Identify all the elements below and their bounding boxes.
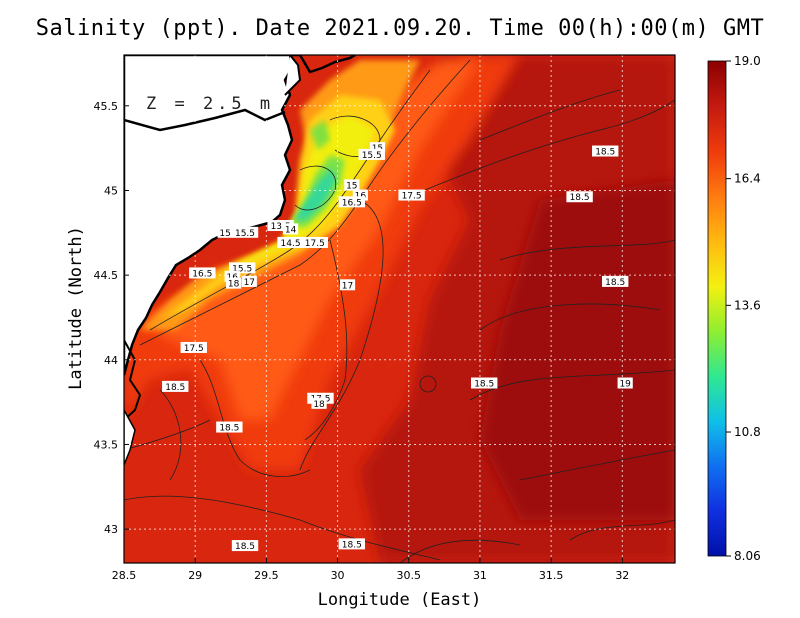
x-tick-label: 30.5 bbox=[397, 569, 422, 582]
contour-label: 18.5 bbox=[342, 540, 362, 550]
contour-label: 17.5 bbox=[402, 192, 422, 202]
map-title: Salinity (ppt). Date 2021.09.20. Time 00… bbox=[35, 16, 765, 41]
contour-label: 13.5 bbox=[271, 222, 291, 232]
x-tick-label: 31.5 bbox=[539, 569, 564, 582]
contour-label: 18.5 bbox=[595, 148, 615, 158]
contour-label: 19 bbox=[619, 380, 631, 390]
contour-label: 18.5 bbox=[570, 193, 590, 203]
contour-label: 17 bbox=[342, 281, 353, 291]
y-axis-label: Latitude (North) bbox=[66, 226, 86, 390]
contour-label-bg bbox=[231, 226, 259, 238]
contour-label-bg bbox=[617, 377, 633, 389]
contour-label: 17 bbox=[244, 278, 255, 288]
colorbar-label: 8.06 bbox=[734, 549, 761, 563]
contour-label-bg bbox=[189, 267, 216, 279]
contour-label: 18.5 bbox=[219, 424, 239, 434]
contour-label: 18.5 bbox=[235, 542, 255, 552]
y-tick-label: 43.5 bbox=[94, 438, 119, 451]
colorbar-label: 19.0 bbox=[734, 54, 761, 68]
x-tick-label: 29.5 bbox=[254, 569, 279, 582]
contour-label-bg bbox=[301, 236, 328, 248]
contour-label-bg bbox=[277, 236, 304, 248]
contour-label: 18.5 bbox=[474, 380, 494, 390]
contour-label: 18.5 bbox=[605, 278, 625, 288]
x-axis-label: Longitude (East) bbox=[317, 590, 482, 610]
contour-lines bbox=[124, 59, 675, 563]
contour-label-bg bbox=[216, 421, 243, 433]
contour-label: 15.5 bbox=[235, 229, 255, 239]
contour-label-bg bbox=[231, 540, 259, 552]
contour-label-bg bbox=[162, 380, 189, 392]
contour-label-bg bbox=[471, 377, 498, 389]
x-tick-label: 31 bbox=[473, 569, 487, 582]
contour-label-bg bbox=[358, 148, 385, 160]
contour-label-bg bbox=[226, 277, 242, 289]
x-axis: 28.5 29 29.5 30 30.5 31 31.5 32 bbox=[112, 558, 629, 582]
y-tick-label: 44.5 bbox=[94, 269, 119, 282]
colorbar-label: 16.4 bbox=[734, 172, 761, 186]
contour-label-bg bbox=[338, 196, 366, 208]
contour-label-bg bbox=[339, 279, 356, 291]
contour-label: 14 bbox=[285, 225, 297, 235]
contour-label-bg bbox=[566, 191, 593, 203]
contour-label: 15.5 bbox=[362, 151, 382, 161]
contour-label: 15 bbox=[346, 181, 357, 191]
colorbar-label: 13.6 bbox=[734, 298, 761, 312]
contour-label-bg bbox=[352, 189, 368, 201]
plot-frame bbox=[123, 54, 676, 564]
x-tick-label: 28.5 bbox=[112, 569, 137, 582]
x-tick-label: 30 bbox=[331, 569, 345, 582]
contour-label: 17.5 bbox=[184, 344, 204, 354]
contour-label: 18 bbox=[313, 400, 325, 410]
contour-label: 14.5 bbox=[281, 239, 301, 249]
depth-label: Z = 2.5 m bbox=[146, 94, 274, 114]
contour-label: 16.5 bbox=[342, 198, 362, 208]
colorbar bbox=[707, 60, 727, 557]
contour-label-bg bbox=[369, 142, 386, 154]
y-axis: 43 43.5 44 44.5 45 45.5 bbox=[94, 100, 129, 536]
y-tick-label: 45.5 bbox=[94, 100, 119, 113]
contour-label: 16.5 bbox=[192, 269, 212, 279]
contour-label-bg bbox=[311, 397, 327, 409]
contour-label: 15.5 bbox=[232, 264, 252, 274]
colorbar-ticks: 19.0 16.4 13.6 10.8 8.06 bbox=[726, 54, 761, 563]
contour-label-bg bbox=[592, 145, 619, 157]
y-tick-label: 43 bbox=[104, 523, 118, 536]
contour-label: 18.5 bbox=[165, 383, 185, 393]
y-tick-label: 45 bbox=[104, 184, 118, 197]
contour-labels: 1515.518.5151616.517.518.513.5141515.514… bbox=[162, 142, 633, 552]
contour-label-bg bbox=[398, 189, 425, 201]
contour-label-bg bbox=[217, 226, 233, 238]
x-tick-label: 29 bbox=[188, 569, 202, 582]
colorbar-label: 10.8 bbox=[734, 425, 761, 439]
contour-label-bg bbox=[602, 275, 629, 287]
contour-label-bg bbox=[338, 538, 366, 550]
x-tick-label: 32 bbox=[615, 569, 629, 582]
contour-label-bg bbox=[282, 223, 299, 235]
y-tick-label: 44 bbox=[104, 354, 118, 367]
contour-label: 17.5 bbox=[305, 239, 325, 249]
contour-label: 15 bbox=[219, 229, 230, 239]
contour-label: 18 bbox=[228, 280, 240, 290]
contour-label-bg bbox=[344, 179, 360, 191]
contour-label-bg bbox=[267, 220, 294, 232]
contour-label-bg bbox=[241, 275, 257, 287]
contour-label-bg bbox=[180, 341, 207, 353]
contour-label-bg bbox=[228, 262, 256, 274]
contour-label-bg bbox=[224, 270, 240, 282]
